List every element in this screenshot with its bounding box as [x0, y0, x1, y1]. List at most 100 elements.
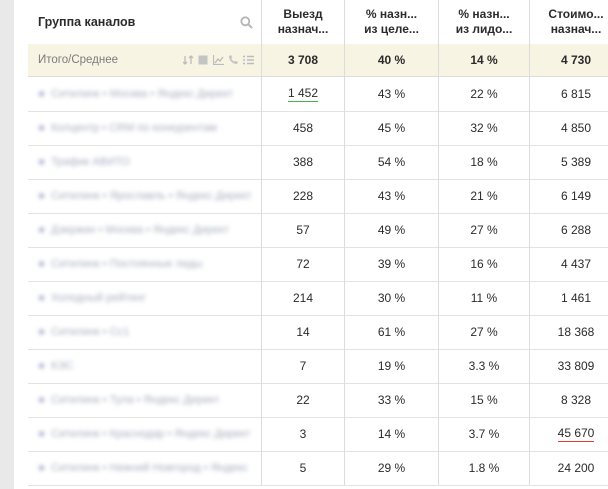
row-pct-target-cell: 14 %	[345, 417, 439, 451]
search-icon[interactable]	[240, 15, 253, 29]
row-pct-leads: 3.3 %	[468, 359, 500, 373]
header-col-visits[interactable]: Выезд назнач...	[262, 0, 345, 44]
row-name: + Ситилинк • Краснодар • Яндекс Директ	[38, 427, 250, 441]
row-name-cell[interactable]: + Ситилинк • Постоянные лиды	[28, 247, 262, 281]
phone-icon[interactable]	[228, 55, 238, 65]
header-col-pct-target-l2: из целе...	[364, 22, 419, 36]
row-name: + Ситилинк • Нижний Новгород • Яндекс	[38, 461, 248, 475]
chart-icon[interactable]	[212, 55, 224, 66]
row-pct-leads-cell: 1.8 %	[439, 451, 530, 485]
header-col-pct-target[interactable]: % назн... из целе...	[345, 0, 439, 44]
row-pct-leads: 16 %	[470, 257, 498, 271]
row-name: + Дзержин • Москва • Яндекс Директ	[38, 223, 229, 237]
summary-label-cell: Итого/Среднее	[28, 44, 262, 76]
row-name-cell[interactable]: + Ситилинк • Краснодар • Яндекс Директ	[28, 417, 262, 451]
expand-icon[interactable]: +	[38, 325, 46, 339]
row-pct-leads: 32 %	[470, 121, 498, 135]
table-row[interactable]: + Ситилинк • Ярославль • Яндекс Директ 228…	[28, 179, 608, 214]
table-row[interactable]: + Ситилинк • Краснодар • Яндекс Директ 3 14…	[28, 417, 608, 452]
table-row[interactable]: + Колцентр • CRM по конкурентам 458 45 % 32 …	[28, 111, 608, 146]
row-visits: 7	[299, 359, 307, 373]
table-row[interactable]: + Ситилинк • Сс1 14 61 % 27 % 18 368	[28, 315, 608, 350]
row-visits-cell: 72	[262, 247, 345, 281]
row-pct-target: 54 %	[377, 155, 406, 169]
row-pct-leads: 21 %	[470, 189, 498, 203]
expand-icon[interactable]: +	[38, 393, 46, 407]
row-visits-cell: 3	[262, 417, 345, 451]
row-pct-leads-cell: 27 %	[439, 213, 530, 247]
row-cost: 6 815	[560, 87, 592, 101]
header-col-cost-l2: назнач...	[550, 22, 602, 36]
row-name-cell[interactable]: + КЭС	[28, 349, 262, 383]
row-pct-leads: 27 %	[470, 325, 498, 339]
table-row[interactable]: + Ситилинк • Тула • Яндекс Директ 22 33 % 15…	[28, 383, 608, 418]
row-visits-cell: 1 452	[262, 77, 345, 111]
header-col-cost[interactable]: Стоимо... назнач...	[530, 0, 608, 44]
expand-icon[interactable]: +	[38, 155, 46, 169]
square-icon[interactable]	[198, 55, 208, 65]
expand-icon[interactable]: +	[38, 189, 46, 203]
row-pct-target-cell: 29 %	[345, 451, 439, 485]
summary-cost: 4 730	[560, 53, 592, 67]
expand-icon[interactable]: +	[38, 87, 46, 101]
expand-icon[interactable]: +	[38, 291, 46, 305]
expand-icon[interactable]: +	[38, 257, 46, 271]
row-visits-cell: 388	[262, 145, 345, 179]
row-visits-cell: 228	[262, 179, 345, 213]
header-col-pct-leads-l1: % назн...	[458, 7, 510, 21]
row-visits-cell: 458	[262, 111, 345, 145]
row-cost-cell: 8 328	[530, 383, 608, 417]
row-name-cell[interactable]: + Ситилинк • Нижний Новгород • Яндекс	[28, 451, 262, 485]
row-pct-target-cell: 19 %	[345, 349, 439, 383]
row-cost: 33 809	[557, 359, 595, 373]
table-row[interactable]: + КЭС 7 19 % 3.3 % 33 809	[28, 349, 608, 384]
row-name-text: Холодный рейтинг	[51, 292, 146, 304]
summary-visits: 3 708	[262, 44, 345, 76]
row-name-cell[interactable]: + Ситилинк • Ярославль • Яндекс Директ	[28, 179, 262, 213]
row-cost: 45 670	[557, 426, 595, 442]
row-name-cell[interactable]: + Дзержин • Москва • Яндекс Директ	[28, 213, 262, 247]
row-name-text: Ситилинк • Тула • Яндекс Директ	[51, 394, 220, 406]
row-visits-cell: 214	[262, 281, 345, 315]
row-pct-leads: 27 %	[470, 223, 498, 237]
header-col-pct-leads[interactable]: % назн... из лидо...	[439, 0, 530, 44]
row-visits-cell: 22	[262, 383, 345, 417]
row-pct-leads-cell: 32 %	[439, 111, 530, 145]
row-name-text: Колцентр • CRM по конкурентам	[51, 122, 217, 134]
row-visits: 388	[292, 155, 314, 169]
header-group-cell[interactable]: Группа каналов	[28, 0, 262, 44]
row-visits-cell: 57	[262, 213, 345, 247]
row-pct-leads-cell: 11 %	[439, 281, 530, 315]
expand-icon[interactable]: +	[38, 121, 46, 135]
row-name-cell[interactable]: + Холодный рейтинг	[28, 281, 262, 315]
row-name: + Колцентр • CRM по конкурентам	[38, 121, 217, 135]
row-cost-cell: 18 368	[530, 315, 608, 349]
expand-icon[interactable]: +	[38, 359, 46, 373]
table-row[interactable]: + Ситилинк • Постоянные лиды 72 39 % 16 % 4 4…	[28, 247, 608, 282]
row-cost: 1 461	[560, 291, 592, 305]
row-name-cell[interactable]: + Ситилинк • Сс1	[28, 315, 262, 349]
expand-icon[interactable]: +	[38, 223, 46, 237]
summary-label: Итого/Среднее	[38, 54, 119, 66]
row-name-cell[interactable]: + Ситилинк • Москва • Яндекс Директ	[28, 77, 262, 111]
row-name-cell[interactable]: + Трафик АВИТО	[28, 145, 262, 179]
row-cost: 6 149	[560, 189, 592, 203]
row-pct-target-cell: 33 %	[345, 383, 439, 417]
table-row[interactable]: + Дзержин • Москва • Яндекс Директ 57 49 % 2…	[28, 213, 608, 248]
sort-icon[interactable]	[182, 55, 194, 65]
list-icon[interactable]	[243, 55, 254, 65]
table-row[interactable]: + Ситилинк • Москва • Яндекс Директ 1 452 4…	[28, 77, 608, 112]
table-row[interactable]: + Трафик АВИТО 388 54 % 18 % 5 389	[28, 145, 608, 180]
expand-icon[interactable]: +	[38, 461, 46, 475]
row-pct-target-cell: 54 %	[345, 145, 439, 179]
row-name-text: Дзержин • Москва • Яндекс Директ	[51, 224, 229, 236]
row-name-cell[interactable]: + Колцентр • CRM по конкурентам	[28, 111, 262, 145]
table-row[interactable]: + Ситилинк • Нижний Новгород • Яндекс 5 29 …	[28, 451, 608, 486]
row-cost: 4 850	[560, 121, 592, 135]
header-col-visits-l2: назнач...	[277, 22, 329, 36]
row-cost-cell: 5 389	[530, 145, 608, 179]
expand-icon[interactable]: +	[38, 427, 46, 441]
row-name-cell[interactable]: + Ситилинк • Тула • Яндекс Директ	[28, 383, 262, 417]
table-row[interactable]: + Холодный рейтинг 214 30 % 11 % 1 461	[28, 281, 608, 316]
